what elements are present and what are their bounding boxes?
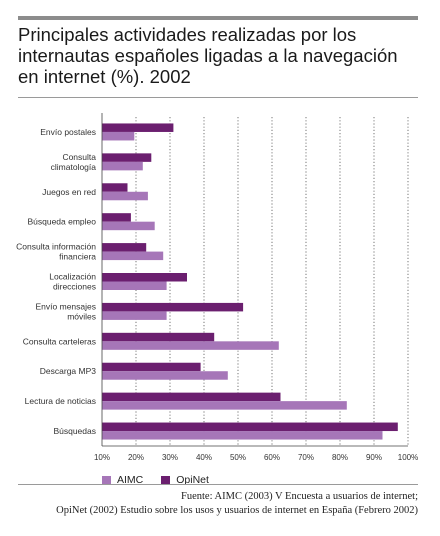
source-line-1: Fuente: AIMC (2003) V Encuesta a usuario… [181, 491, 418, 502]
source-note: Fuente: AIMC (2003) V Encuesta a usuario… [18, 490, 418, 518]
source-line-2: OpiNet (2002) Estudio sobre los usos y u… [56, 505, 418, 516]
bar-opinet [102, 183, 128, 192]
category-label: Envío mensajes móviles [36, 301, 96, 321]
bar-aimc [102, 281, 167, 290]
legend-item-aimc: AIMC [102, 474, 143, 486]
bar-aimc [102, 251, 164, 261]
category-label: Consulta información financiera [16, 242, 96, 262]
x-tick-label: 40% [196, 453, 212, 462]
bar-opinet [102, 362, 201, 372]
legend-label-aimc: AIMC [117, 474, 144, 486]
legend-swatch-aimc [102, 475, 111, 485]
bar-opinet [102, 153, 152, 162]
category-label: Búsquedas [53, 426, 96, 436]
bar-aimc [102, 341, 279, 350]
bar-opinet [102, 273, 187, 282]
bar-opinet [102, 213, 131, 222]
top-rule [18, 16, 418, 20]
bar-aimc [102, 161, 143, 171]
x-tick-label: 90% [366, 453, 382, 462]
x-tick-label: 80% [332, 453, 348, 462]
bar-aimc [102, 431, 383, 440]
bar-opinet [102, 243, 147, 252]
category-label: Consulta carteleras [23, 336, 96, 346]
legend-swatch-opinet [161, 475, 171, 485]
bar-aimc [102, 131, 135, 141]
x-tick-label: 30% [162, 453, 178, 462]
category-label: Juegos en red [42, 187, 96, 197]
category-label: Descarga MP3 [40, 366, 96, 376]
bar-aimc [102, 371, 228, 380]
bar-opinet [102, 332, 215, 342]
x-tick-label: 20% [128, 453, 144, 462]
title-divider [18, 97, 418, 98]
category-label: Envío postales [40, 127, 96, 137]
bar-aimc [102, 311, 167, 320]
legend-item-opinet: OpiNet [161, 474, 209, 486]
legend: AIMC OpiNet [102, 474, 209, 486]
chart-title: Principales actividades realizadas por l… [18, 24, 398, 87]
x-tick-label: 60% [264, 453, 280, 462]
x-tick-label: 50% [230, 453, 246, 462]
category-label: Lectura de noticias [25, 396, 96, 406]
category-label: Búsqueda empleo [27, 217, 96, 227]
category-label: Consulta climatología [51, 152, 97, 172]
x-tick-label: 10% [94, 453, 110, 462]
bottom-rule [18, 484, 418, 485]
bar-opinet [102, 302, 244, 312]
category-label: Localización direcciones [49, 272, 96, 292]
x-tick-label: 70% [298, 453, 314, 462]
bar-aimc [102, 221, 155, 231]
bar-opinet [102, 422, 398, 432]
bar-opinet [102, 392, 281, 402]
bar-opinet [102, 123, 174, 132]
x-tick-label: 100% [398, 453, 418, 462]
bar-aimc [102, 401, 347, 410]
legend-label-opinet: OpiNet [176, 474, 209, 486]
bar-aimc [102, 191, 148, 201]
